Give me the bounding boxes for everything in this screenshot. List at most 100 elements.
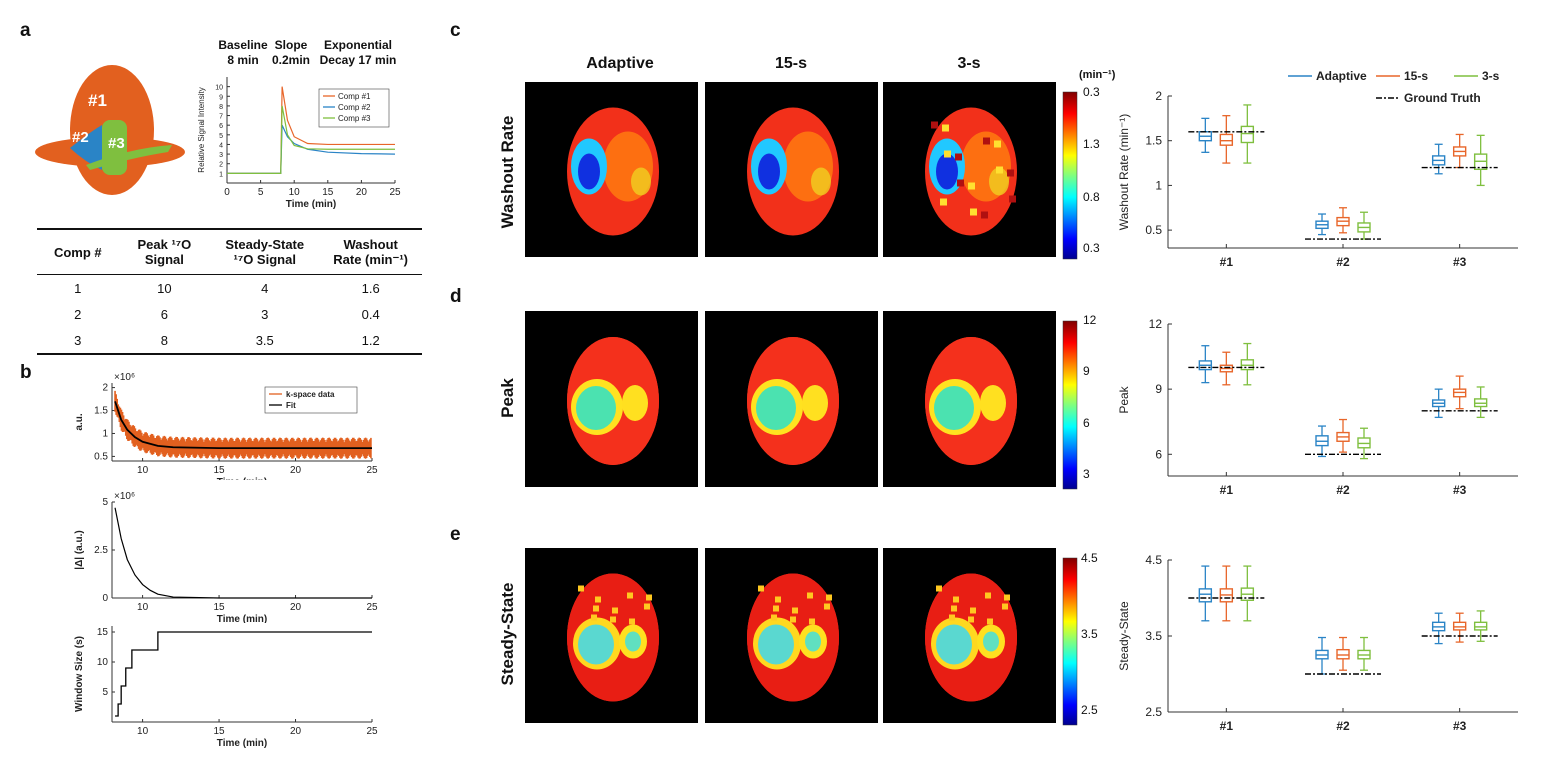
fit-line <box>114 401 372 450</box>
table-row: 1 10 4 1.6 <box>37 275 422 301</box>
x-tick-label: 15 <box>213 726 225 737</box>
map-image <box>705 311 878 487</box>
box-3-s-2 <box>1357 636 1371 671</box>
x-tick-label: 20 <box>290 602 302 613</box>
table-header-peak: Peak ¹⁷O Signal <box>119 230 211 274</box>
y-axis-label: Peak <box>1117 385 1131 413</box>
y-tick-label: 8 <box>219 104 223 111</box>
box-adaptive-2 <box>1315 425 1329 458</box>
compartment-2-shape <box>70 125 102 170</box>
map-image <box>883 82 1056 257</box>
table-header-steady: Steady-State ¹⁷O Signal <box>210 230 319 274</box>
box-adaptive-2 <box>1315 213 1329 236</box>
y-tick-label: 0.5 <box>94 451 108 462</box>
phase-decay-line1: Exponential <box>323 38 392 52</box>
noise-pixel <box>944 150 951 158</box>
x-tick-label: 10 <box>137 465 149 476</box>
box-3-s-3 <box>1473 386 1488 419</box>
x-axis-label: Time (min) <box>286 199 336 210</box>
map-speckle <box>591 614 597 621</box>
peak-boxplot: 12 9 6 Peak #1 #2 #3 <box>1117 317 1518 497</box>
y-tick-label: 9 <box>1155 382 1162 396</box>
y-tick-label: 5 <box>102 497 108 508</box>
y-exponent: ×10⁶ <box>114 372 135 383</box>
map-speckle <box>578 585 584 592</box>
row-label-steady: Steady-State <box>498 582 517 686</box>
table-cell: 3 <box>261 306 269 322</box>
x-tick-label: 20 <box>356 187 368 198</box>
x-tick-label: #3 <box>1453 719 1467 733</box>
y-tick-label: 15 <box>97 627 109 638</box>
map-speckle <box>809 618 815 625</box>
map-speckle <box>970 607 976 614</box>
map-speckle <box>826 594 832 601</box>
box-15-s-2 <box>1336 418 1350 453</box>
phase-baseline: Baseline 8 min <box>212 38 274 68</box>
table-cell: 10 <box>157 280 172 296</box>
map-speckle <box>987 618 993 625</box>
header-peak-line2: Signal <box>144 252 184 267</box>
box-iqr <box>1473 621 1488 631</box>
box-15-s-1 <box>1219 351 1234 386</box>
x-tick-label: 10 <box>137 602 149 613</box>
box-adaptive-1 <box>1198 565 1213 622</box>
box-15-s-1 <box>1219 565 1234 622</box>
y-axis-label: Washout Rate (min⁻¹) <box>1117 114 1131 231</box>
map-image <box>883 548 1056 723</box>
x-tick-label: #2 <box>1336 483 1350 497</box>
colorbar-tick: 6 <box>1083 416 1090 430</box>
x-tick-label: #2 <box>1336 255 1350 269</box>
steady-state-boxplot: 4.5 3.5 2.5 Steady-State #1 #2 #3 <box>1117 553 1518 733</box>
y-axis-label: a.u. <box>74 413 85 430</box>
y-tick-label: 0 <box>102 593 108 604</box>
map-speckle <box>644 603 650 610</box>
table-row: 2 6 3 0.4 <box>37 301 422 327</box>
colorbar-tick: 1.3 <box>1083 137 1100 151</box>
table-cell: 8 <box>160 332 168 348</box>
header-peak-line1: Peak ¹⁷O <box>137 237 192 252</box>
y-tick-label: 9 <box>219 94 223 101</box>
table-cell: 4 <box>261 280 269 296</box>
x-tick-label: 25 <box>366 465 378 476</box>
y-exponent: ×10⁶ <box>114 491 135 502</box>
map-speckle <box>1004 594 1010 601</box>
colorbar-tick: 12 <box>1083 313 1097 327</box>
box-adaptive-3 <box>1431 388 1446 419</box>
map-region <box>934 386 974 430</box>
noise-pixel <box>968 182 975 190</box>
panel-label-e: e <box>450 524 461 545</box>
map-image <box>705 82 878 257</box>
legend-label: Comp #1 <box>338 92 371 101</box>
map-speckle <box>612 607 618 614</box>
y-axis-label: Relative Signal Intensity <box>197 87 206 172</box>
x-tick-label: 15 <box>213 602 225 613</box>
box-15-s-3 <box>1452 612 1467 643</box>
y-axis-label: Window Size (s) <box>74 636 85 712</box>
map-region <box>936 153 958 190</box>
header-comp-label: Comp # <box>53 244 102 260</box>
table-cell: 3.5 <box>255 332 274 348</box>
kspace-fit-chart: 10 15 20 25 0.5 1 1.5 2 Time (min) a.u. ×10⁶ k-spac… <box>74 372 378 480</box>
table-cell: 1.6 <box>361 280 380 296</box>
box-adaptive-1 <box>1198 345 1213 384</box>
table-cell: 2 <box>74 306 82 322</box>
y-tick-label: 4 <box>219 142 223 149</box>
colorbar-unit-washout: (min⁻¹) <box>1079 69 1116 81</box>
delta-line <box>114 507 372 599</box>
row-label-washout: Washout Rate <box>498 115 517 229</box>
box-15-s-2 <box>1336 636 1350 671</box>
box-15-s-1 <box>1219 115 1234 164</box>
x-axis-label: Time (min) <box>217 477 267 480</box>
map-image <box>525 82 698 257</box>
map-speckle <box>790 616 796 623</box>
x-tick-label: 15 <box>213 465 225 476</box>
x-tick-label: 5 <box>258 187 264 198</box>
box-3-s-1 <box>1240 104 1255 164</box>
table-cell: 1.2 <box>361 332 380 348</box>
map-speckle <box>792 607 798 614</box>
map-speckle <box>758 585 764 592</box>
x-tick-label: #3 <box>1453 255 1467 269</box>
phantom-label-1: #1 <box>88 91 107 110</box>
map-region <box>576 386 616 430</box>
